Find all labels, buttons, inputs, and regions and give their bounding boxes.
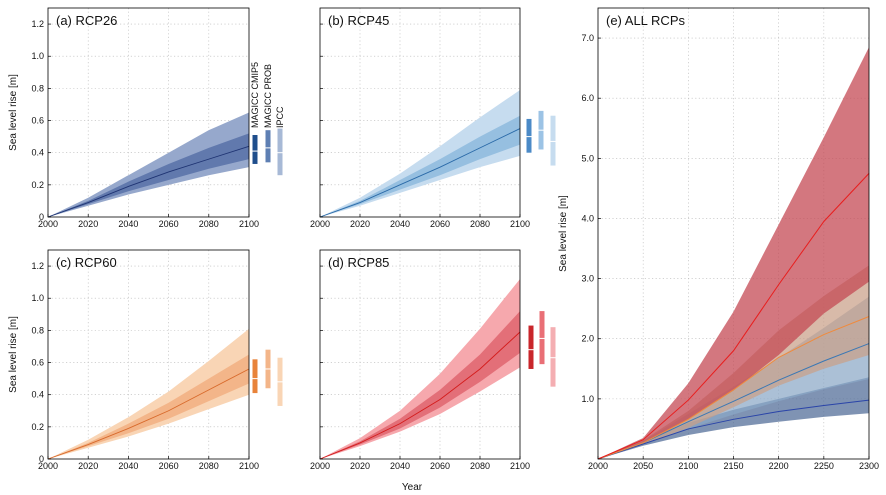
- x-tick-label: 2020: [78, 219, 98, 229]
- y-tick-label: 6.0: [581, 93, 594, 103]
- x-tick-label: 2000: [38, 219, 58, 229]
- chart-panel-b: 2000 2020 2040 2060 2080 2100 (b) RCP45: [310, 7, 556, 229]
- axes-frame: [47, 7, 250, 218]
- x-tick-label: 2100: [239, 219, 259, 229]
- panel-title: (e) ALL RCPs: [606, 13, 685, 28]
- panel-title: (d) RCP85: [328, 255, 389, 270]
- x-tick-label: 2040: [118, 219, 138, 229]
- x-tick-label: 2100: [510, 219, 530, 229]
- x-tick-label: 2060: [159, 219, 179, 229]
- x-tick-label: 2080: [470, 219, 490, 229]
- legend-label: MAGICC PROB: [263, 64, 273, 128]
- median-line: [597, 316, 870, 460]
- range-bar: [265, 130, 271, 163]
- x-tick-label: 2020: [78, 461, 98, 471]
- y-tick-label: 1.2: [31, 19, 44, 29]
- y-tick-label: 0: [39, 212, 44, 222]
- uncertainty-band-inner: [48, 133, 249, 217]
- y-tick-label: 0.2: [31, 180, 44, 190]
- x-tick-label: 2100: [239, 461, 259, 471]
- x-tick-label: 2060: [430, 219, 450, 229]
- x-tick-label: 2250: [814, 461, 834, 471]
- legend-label: MAGICC CMIP5: [250, 62, 260, 128]
- y-tick-label: 4.0: [581, 213, 594, 223]
- x-tick-label: 2100: [678, 461, 698, 471]
- uncertainty-band: [598, 296, 869, 459]
- x-tick-label: 2040: [390, 461, 410, 471]
- x-tick-label: 2050: [633, 461, 653, 471]
- panel-title: (b) RCP45: [328, 13, 389, 28]
- median-line: [47, 145, 250, 218]
- x-tick-label: 2150: [723, 461, 743, 471]
- x-tick-label: 2060: [430, 461, 450, 471]
- y-tick-label: 2.0: [581, 334, 594, 344]
- y-tick-label: 7.0: [581, 33, 594, 43]
- x-tick-label: 2200: [769, 461, 789, 471]
- median-line: [319, 331, 521, 460]
- y-axis-label: Sea level rise [m]: [8, 316, 19, 393]
- range-bar: [252, 359, 258, 394]
- y-tick-label: 0.6: [31, 358, 44, 368]
- y-tick-label: 0: [39, 454, 44, 464]
- y-tick-label: 1.0: [581, 394, 594, 404]
- uncertainty-band: [598, 47, 869, 459]
- x-tick-label: 2000: [38, 461, 58, 471]
- x-tick-label: 2080: [470, 461, 490, 471]
- uncertainty-band-outer: [48, 112, 249, 217]
- y-tick-label: 0.4: [31, 148, 44, 158]
- chart-panel-e: 2000 2050 2100 2150 2200 2250 2300 1.0 2.0 3.0 4.0…: [558, 7, 879, 471]
- range-bar: [539, 311, 545, 365]
- y-tick-label: 1.0: [31, 51, 44, 61]
- median-line: [597, 399, 870, 460]
- y-tick-label: 0.8: [31, 325, 44, 335]
- x-tick-label: 2040: [390, 219, 410, 229]
- x-tick-label: 2000: [588, 461, 608, 471]
- range-bar: [252, 135, 258, 164]
- legend: MAGICC CMIP5 MAGICC PROB IPCC: [250, 62, 285, 128]
- chart-panel-d: 2000 2020 2040 2060 2080 2100 (d) RCP85: [310, 249, 556, 471]
- y-tick-label: 0.2: [31, 422, 44, 432]
- legend-label: IPCC: [275, 106, 285, 128]
- shared-x-axis-label: Year: [402, 482, 423, 493]
- x-tick-label: 2080: [199, 219, 219, 229]
- uncertainty-band: [598, 377, 869, 459]
- x-tick-label: 2020: [350, 219, 370, 229]
- median-line: [319, 128, 521, 218]
- y-tick-label: 1.2: [31, 261, 44, 271]
- y-tick-label: 1.0: [31, 293, 44, 303]
- x-tick-label: 2300: [859, 461, 879, 471]
- y-tick-label: 0.4: [31, 390, 44, 400]
- range-bar: [526, 118, 532, 153]
- x-tick-label: 2020: [350, 461, 370, 471]
- y-tick-label: 0.6: [31, 116, 44, 126]
- axes-frame: [319, 249, 521, 460]
- range-bar: [550, 327, 556, 387]
- x-tick-label: 2040: [118, 461, 138, 471]
- x-tick-label: 2000: [310, 461, 330, 471]
- y-tick-label: 3.0: [581, 274, 594, 284]
- y-axis-label: Sea level rise [m]: [8, 74, 19, 151]
- range-bar: [550, 115, 556, 166]
- x-tick-label: 2080: [199, 461, 219, 471]
- panel-title: (c) RCP60: [56, 255, 117, 270]
- chart-panel-a: 2000 2020 2040 2060 2080 2100 0 0.2 0.4 0.6 0.8 1.0…: [8, 7, 283, 229]
- y-tick-label: 5.0: [581, 153, 594, 163]
- chart-panel-c: 2000 2020 2040 2060 2080 2100 0 0.2 0.4 0.6 0.8 1.0…: [8, 249, 283, 471]
- panel-title: (a) RCP26: [56, 13, 117, 28]
- x-tick-label: 2000: [310, 219, 330, 229]
- axes-frame: [47, 249, 250, 460]
- median-line: [47, 368, 250, 460]
- axes-frame: [319, 7, 521, 218]
- x-tick-label: 2100: [510, 461, 530, 471]
- range-bar: [277, 128, 283, 176]
- range-bar: [528, 325, 534, 369]
- y-axis-label: Sea level rise [m]: [558, 195, 569, 272]
- median-line: [597, 173, 870, 460]
- y-tick-label: 0.8: [31, 83, 44, 93]
- x-tick-label: 2060: [159, 461, 179, 471]
